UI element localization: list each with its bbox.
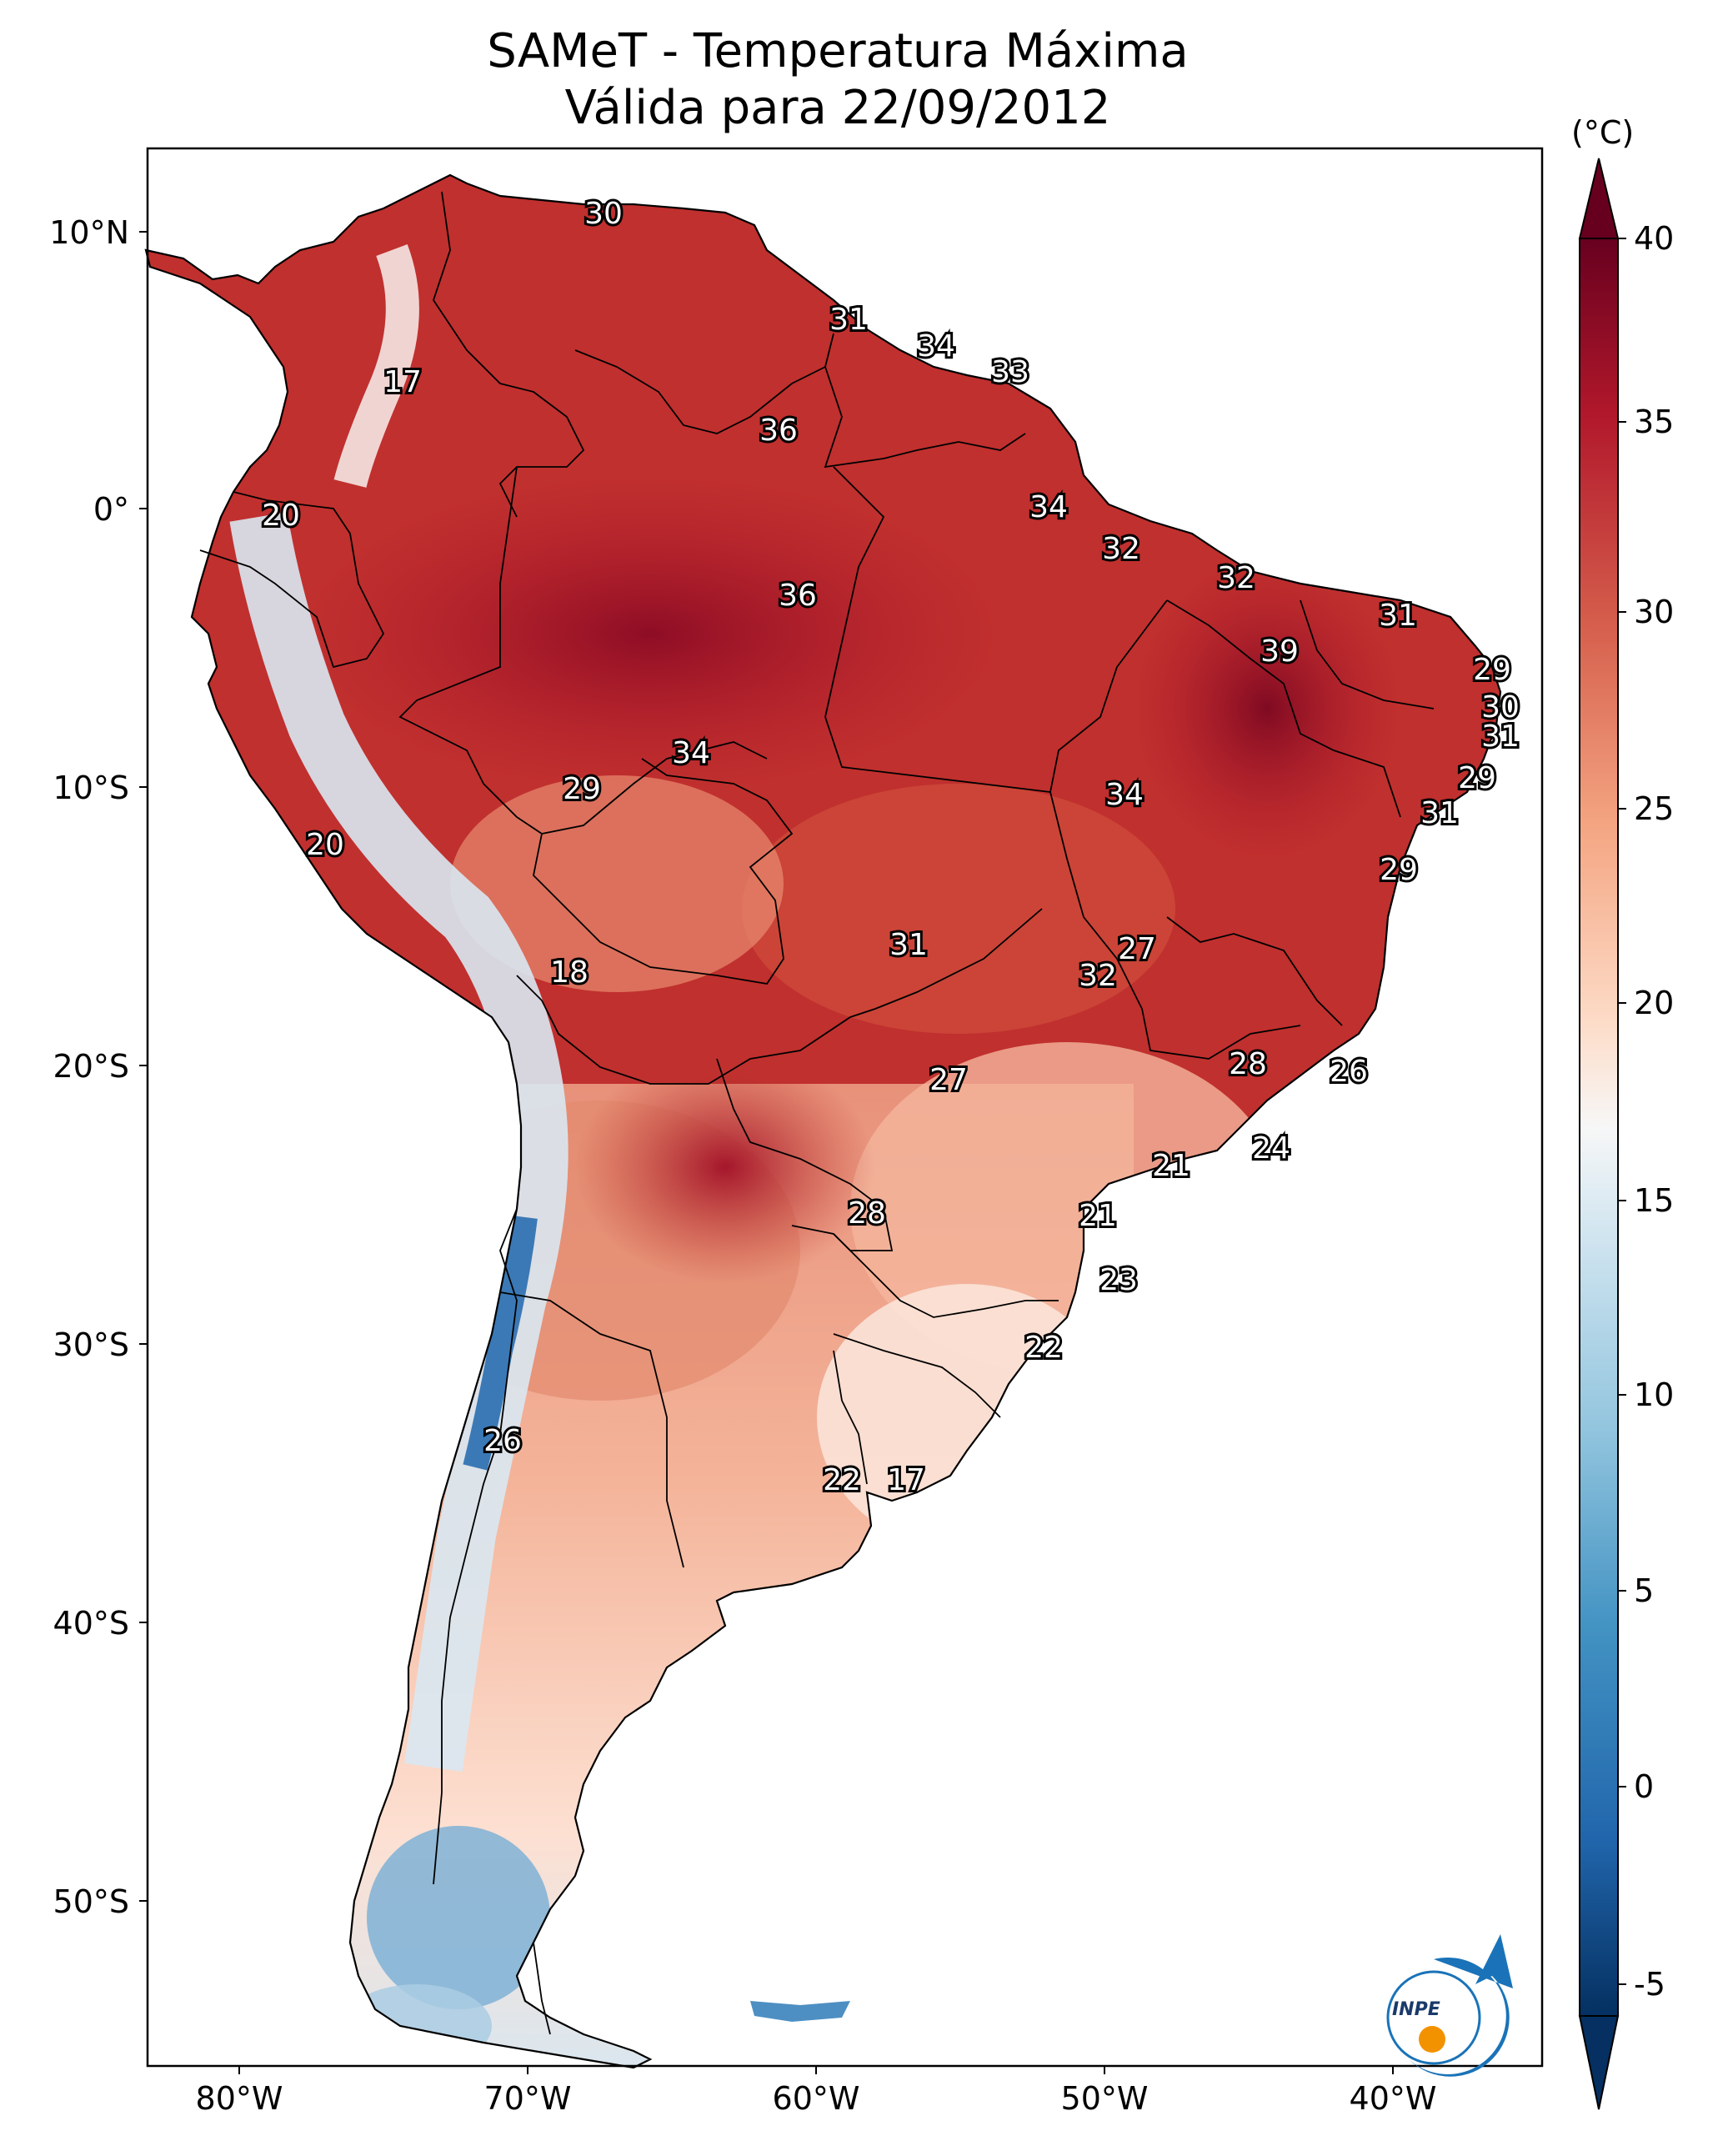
contour-label: 26 — [1330, 1055, 1368, 1089]
lon-tick-50w: 50°W — [1061, 2080, 1149, 2117]
country-borders — [144, 173, 1502, 2069]
colorbar-tick-35: 35 — [1634, 404, 1674, 440]
northeast-hot-field — [1134, 559, 1400, 859]
andes-cool-ridge — [229, 512, 568, 1772]
contour-label: 21 — [1079, 1199, 1117, 1233]
colorbar-tick-0: 0 — [1634, 1768, 1654, 1805]
latitude-axis: 10°N 0° 10°S 20°S 30°S 40°S 50°S — [49, 214, 148, 1920]
lon-tick-80w: 80°W — [196, 2080, 283, 2117]
contour-label: 32 — [1079, 959, 1117, 993]
andes-cold-core — [463, 1216, 538, 1471]
contour-label: 27 — [1118, 932, 1156, 966]
bolivia-field — [450, 775, 784, 992]
contour-label: 31 — [1481, 720, 1520, 754]
contour-label: 20 — [262, 499, 300, 533]
lat-tick-50s: 50°S — [53, 1883, 129, 1920]
patagonia-cold-field — [367, 1826, 550, 2009]
colorbar-unit: (°C) — [1571, 114, 1634, 151]
colorbar-tick-5: 5 — [1634, 1572, 1654, 1609]
title-line-2: Válida para 22/09/2012 — [564, 81, 1111, 135]
contour-label: 22 — [1024, 1331, 1063, 1365]
lat-tick-30s: 30°S — [53, 1326, 129, 1363]
contour-label: 31 — [889, 928, 928, 962]
lon-tick-60w: 60°W — [773, 2080, 860, 2117]
contour-label: 27 — [929, 1063, 968, 1097]
contour-label: 29 — [1380, 853, 1418, 887]
inpe-logo-arrow — [1409, 1934, 1513, 2077]
contour-label: 30 — [584, 197, 623, 231]
contour-label: 28 — [1229, 1047, 1267, 1081]
colorbar-max-extend — [1578, 158, 1620, 239]
lat-tick-10n: 10°N — [49, 214, 129, 251]
contour-label: 34 — [1029, 490, 1068, 524]
colorbar: (°C) 40 35 30 25 20 15 10 5 0 -5 — [1571, 114, 1674, 2110]
contour-label: 21 — [1152, 1149, 1190, 1183]
colorbar-tick-20: 20 — [1634, 985, 1674, 1021]
lat-tick-10s: 10°S — [53, 770, 129, 806]
contour-label: 24 — [1252, 1131, 1290, 1166]
contour-label: 34 — [1105, 778, 1144, 812]
contour-label: 28 — [848, 1196, 886, 1231]
contour-label: 31 — [1420, 796, 1459, 830]
contour-label: 30 — [1481, 690, 1520, 725]
contour-label: 33 — [991, 355, 1029, 389]
title-line-1: SAMeT - Temperatura Máxima — [487, 24, 1189, 78]
colorbar-tick-30: 30 — [1634, 594, 1674, 630]
contour-label: 36 — [779, 579, 817, 613]
colorbar-tick-40: 40 — [1634, 220, 1674, 257]
inpe-logo: INPE — [1386, 1934, 1513, 2077]
andes-north-cool — [333, 243, 419, 489]
contour-label: 17 — [383, 365, 422, 399]
map-title: SAMeT - Temperatura Máxima Válida para 2… — [0, 23, 1675, 137]
contour-label: 22 — [823, 1463, 861, 1497]
inpe-logo-ring — [1386, 1970, 1481, 2065]
temperature-contour-labels: 30 31 34 33 17 36 20 34 32 36 32 31 39 2… — [259, 194, 1522, 1500]
contour-label: 31 — [829, 303, 868, 337]
contour-label: 34 — [917, 329, 955, 364]
colorbar-tick-25: 25 — [1634, 790, 1674, 827]
contour-label: 36 — [759, 414, 798, 448]
lat-tick-40s: 40°S — [53, 1605, 129, 1642]
contour-label: 32 — [1102, 532, 1140, 566]
contour-label: 29 — [563, 772, 601, 806]
falkland-islands — [750, 2001, 850, 2022]
chaco-hot-field — [575, 1050, 875, 1284]
contour-label: 23 — [1099, 1263, 1138, 1297]
contour-label: 29 — [1473, 653, 1511, 687]
colorbar-min-extend — [1578, 2015, 1620, 2110]
lon-tick-40w: 40°W — [1350, 2080, 1437, 2117]
contour-label: 34 — [672, 736, 710, 770]
colorbar-tick-minus5: -5 — [1634, 1966, 1665, 2003]
lat-tick-20s: 20°S — [53, 1048, 129, 1085]
colorbar-tick-10: 10 — [1634, 1376, 1674, 1413]
contour-label: 18 — [550, 955, 589, 990]
contour-label: 20 — [306, 828, 344, 862]
colorbar-tick-15: 15 — [1634, 1182, 1674, 1219]
inpe-logo-text: INPE — [1392, 1999, 1440, 2020]
amazon-hot-field — [300, 475, 1000, 792]
inpe-logo-sun — [1419, 2026, 1445, 2053]
contour-label: 39 — [1260, 634, 1299, 669]
central-brazil-field — [742, 784, 1175, 1034]
contour-label: 31 — [1379, 599, 1417, 633]
contour-label: 32 — [1217, 561, 1255, 595]
contour-label: 29 — [1458, 761, 1496, 795]
map-frame — [146, 147, 1544, 2068]
contour-label: 26 — [483, 1424, 522, 1458]
lat-tick-0: 0° — [93, 491, 129, 528]
colorbar-gradient — [1579, 238, 1619, 2017]
longitude-axis: 80°W 70°W 60°W 50°W 40°W — [196, 2066, 1437, 2117]
colorbar-ticks: 40 35 30 25 20 15 10 5 0 -5 — [1618, 220, 1674, 2003]
contour-label: 17 — [887, 1463, 925, 1497]
lon-tick-70w: 70°W — [484, 2080, 572, 2117]
